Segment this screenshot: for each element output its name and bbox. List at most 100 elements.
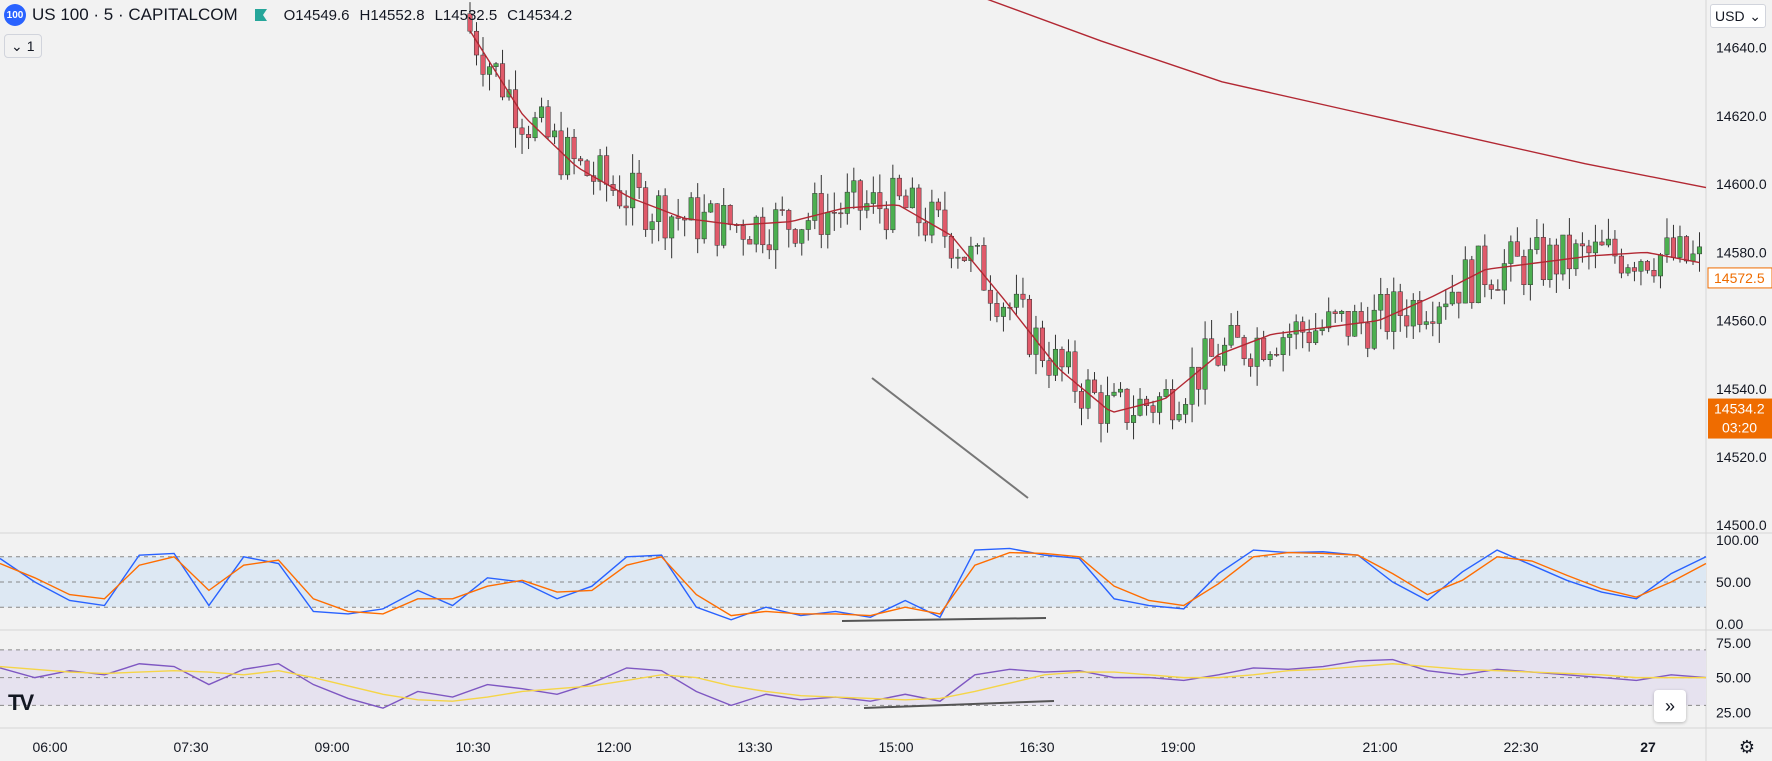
candle-body bbox=[1274, 354, 1280, 356]
candle-body bbox=[792, 229, 798, 244]
scroll-to-latest-button[interactable]: » bbox=[1654, 690, 1686, 722]
candle-body bbox=[877, 192, 883, 210]
symbol-title[interactable]: US 100 · 5 · CAPITALCOM bbox=[32, 5, 238, 24]
oscillator-tick-label: 75.00 bbox=[1716, 635, 1751, 651]
candle-body bbox=[1235, 325, 1241, 338]
candle-body bbox=[513, 89, 519, 129]
candle-body bbox=[1176, 414, 1182, 421]
candle-body bbox=[1618, 255, 1624, 274]
candle-body bbox=[1183, 404, 1189, 415]
candle-body bbox=[688, 197, 694, 221]
candle-body bbox=[1222, 344, 1228, 366]
candle-body bbox=[1241, 337, 1247, 359]
ohlc-high: H14552.8 bbox=[359, 6, 425, 24]
candle-body bbox=[669, 216, 675, 239]
candle-body bbox=[1000, 306, 1006, 317]
candle-body bbox=[968, 245, 974, 261]
candle-body bbox=[649, 221, 655, 230]
candle-body bbox=[597, 155, 603, 182]
price-tick-label: 14540.0 bbox=[1716, 381, 1767, 397]
candle-body bbox=[480, 54, 486, 75]
candle-body bbox=[1690, 253, 1696, 262]
candle-body bbox=[1404, 315, 1410, 327]
candle-body bbox=[1482, 245, 1488, 286]
candle-body bbox=[1137, 398, 1143, 416]
candle-body bbox=[1664, 237, 1670, 255]
oscillator-tick-label: 50.00 bbox=[1716, 670, 1751, 686]
candle-body bbox=[1410, 299, 1416, 327]
candle-body bbox=[493, 63, 499, 67]
candle-body bbox=[1287, 333, 1293, 338]
legend-count: 1 bbox=[26, 38, 35, 54]
candle-body bbox=[584, 160, 590, 176]
candle-body bbox=[1215, 356, 1221, 366]
oscillator-tick-label: 0.00 bbox=[1716, 616, 1743, 632]
candle-body bbox=[1384, 294, 1390, 332]
candle-body bbox=[643, 187, 649, 230]
candle-body bbox=[831, 212, 837, 214]
candle-body bbox=[1417, 299, 1423, 325]
candle-body bbox=[922, 222, 928, 236]
candle-body bbox=[617, 190, 623, 207]
legend-toggle-button[interactable]: ⌄ 1 bbox=[4, 34, 42, 58]
candle-body bbox=[753, 216, 759, 245]
candle-body bbox=[825, 212, 831, 235]
candle-body bbox=[1248, 358, 1254, 367]
candle-body bbox=[519, 127, 525, 135]
price-tick-label: 14560.0 bbox=[1716, 313, 1767, 329]
candle-body bbox=[701, 211, 707, 240]
candle-body bbox=[1371, 309, 1377, 349]
candle-body bbox=[1124, 388, 1130, 423]
ohlc-open: O14549.6 bbox=[283, 6, 350, 24]
candle-body bbox=[1378, 294, 1384, 311]
candle-body bbox=[909, 187, 915, 209]
candle-body bbox=[773, 209, 779, 251]
candle-body bbox=[1586, 245, 1592, 254]
candle-body bbox=[486, 66, 493, 75]
candle-body bbox=[1091, 379, 1098, 393]
candle-body bbox=[1189, 366, 1195, 405]
candle-body bbox=[1300, 321, 1306, 333]
countdown-label: 03:20 bbox=[1722, 420, 1757, 436]
candle-body bbox=[1254, 337, 1260, 367]
candle-body bbox=[1469, 259, 1475, 304]
candle-body bbox=[721, 205, 727, 246]
settings-gear-icon[interactable]: ⚙ bbox=[1738, 736, 1756, 757]
candle-body bbox=[1039, 327, 1045, 361]
price-tick-label: 14580.0 bbox=[1716, 244, 1767, 260]
candle-body bbox=[1020, 293, 1026, 300]
candle-body bbox=[981, 245, 987, 291]
candle-body bbox=[1599, 241, 1605, 246]
candle-body bbox=[779, 209, 785, 211]
candle-body bbox=[1332, 311, 1338, 314]
candle-body bbox=[929, 201, 935, 236]
candle-body bbox=[1625, 267, 1631, 274]
candle-body bbox=[1592, 241, 1598, 254]
divergence-line bbox=[871, 377, 1029, 499]
candle-body bbox=[844, 191, 850, 214]
ohlc-values: O14549.6 H14552.8 L14532.5 C14534.2 bbox=[284, 7, 573, 24]
candle-body bbox=[1670, 237, 1677, 258]
candle-body bbox=[1280, 337, 1286, 355]
candle-body bbox=[1026, 298, 1032, 355]
candle-body bbox=[1638, 261, 1644, 272]
ema-fast-line bbox=[469, 30, 1700, 413]
oscillator-band-fill bbox=[0, 556, 1706, 608]
candle-body bbox=[857, 180, 863, 211]
ohlc-close: C14534.2 bbox=[507, 6, 573, 24]
candle-body bbox=[1696, 246, 1703, 255]
candle-body bbox=[1605, 238, 1611, 246]
time-tick-label: 15:00 bbox=[878, 739, 913, 755]
candle-body bbox=[1046, 360, 1052, 376]
candle-body bbox=[604, 155, 610, 185]
candle-body bbox=[1111, 391, 1117, 396]
candle-body bbox=[1534, 237, 1540, 250]
candle-body bbox=[1657, 254, 1663, 277]
candle-body bbox=[870, 192, 876, 204]
candle-body bbox=[714, 203, 720, 246]
currency-select[interactable]: USD ⌄ bbox=[1710, 4, 1766, 28]
candle-body bbox=[890, 177, 896, 231]
candle-body bbox=[1078, 391, 1085, 409]
